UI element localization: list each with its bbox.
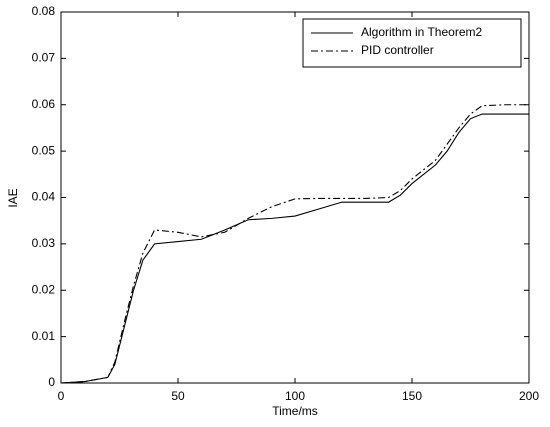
x-tick-label: 150: [402, 389, 422, 403]
x-tick-label: 100: [285, 389, 305, 403]
y-tick-label: 0.01: [32, 329, 56, 343]
series-line: [60, 104, 529, 384]
y-tick-label: 0.04: [32, 190, 56, 204]
x-tick-label: 50: [171, 389, 185, 403]
x-axis-label: Time/ms: [272, 404, 318, 418]
y-tick-label: 0.05: [32, 143, 56, 157]
legend-label: Algorithm in Theorem2: [361, 25, 482, 39]
legend-label: PID controller: [361, 43, 434, 57]
y-tick-label: 0.06: [32, 97, 56, 111]
x-tick-label: 0: [58, 389, 65, 403]
y-tick-label: 0.07: [32, 51, 56, 65]
legend-box: [302, 18, 522, 68]
y-tick-label: 0: [48, 375, 55, 389]
y-tick-label: 0.02: [32, 282, 56, 296]
y-tick-label: 0.08: [32, 4, 56, 18]
x-tick-label: 200: [519, 389, 539, 403]
series-line: [60, 113, 529, 384]
y-tick-label: 0.03: [32, 236, 56, 250]
y-axis-label: IAE: [6, 188, 20, 207]
